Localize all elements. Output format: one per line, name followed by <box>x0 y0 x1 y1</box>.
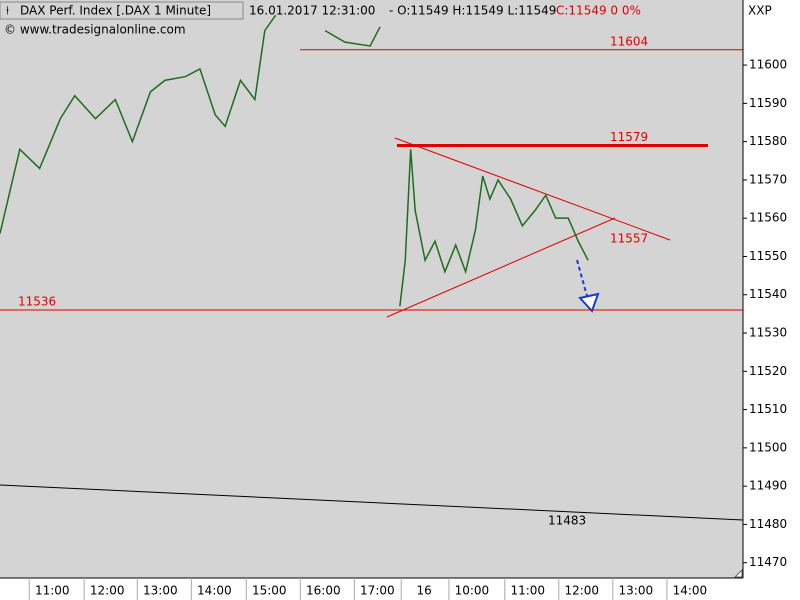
y-tick-label: 11480 <box>749 517 787 531</box>
x-tick-label: 16 <box>417 584 432 598</box>
arrow-shaft <box>576 259 588 297</box>
y-tick-label: 11490 <box>749 479 787 493</box>
trend-line <box>0 484 743 521</box>
level-label: 11536 <box>18 295 56 309</box>
price-line <box>0 14 277 234</box>
y-tick-label: 11470 <box>749 555 787 569</box>
x-tick-label: 13:00 <box>143 584 178 598</box>
x-tick-label: 12:00 <box>564 584 599 598</box>
trendline-label: 11483 <box>548 514 586 528</box>
x-tick-label: 11:00 <box>35 584 70 598</box>
y-tick-label: 11520 <box>749 364 787 378</box>
price-line <box>399 149 589 307</box>
x-tick-label: 14:00 <box>197 584 232 598</box>
level-label: 11579 <box>610 130 648 144</box>
x-tick-label: 16:00 <box>306 584 341 598</box>
x-tick-label: 14:00 <box>673 584 708 598</box>
x-tick-label: 11:00 <box>510 584 545 598</box>
triangle-upper <box>394 137 671 241</box>
y-tick-label: 11550 <box>749 249 787 263</box>
x-tick-label: 12:00 <box>90 584 125 598</box>
cursor-icon: ⍿ <box>6 4 9 18</box>
y-tick-label: 11580 <box>749 134 787 148</box>
price-line <box>324 26 381 47</box>
source: © www.tradesignalonline.com <box>4 23 186 37</box>
x-tick-label: 15:00 <box>252 584 287 598</box>
level-label: 11604 <box>610 34 648 48</box>
y-tick-label: 11560 <box>749 211 787 225</box>
y-tick-label: 11540 <box>749 287 787 301</box>
plot-area <box>0 0 743 578</box>
x-tick-label: 17:00 <box>360 584 395 598</box>
title-box <box>0 1 244 20</box>
quote: - O:11549 H:11549 L:11549 <box>389 4 556 18</box>
resize-corner <box>733 568 743 578</box>
y-tick-label: 11510 <box>749 402 787 416</box>
y-tick-label: 11600 <box>749 58 787 72</box>
y-tick-label: 11500 <box>749 440 787 454</box>
chart-title: DAX Perf. Index [.DAX 1 Minute] <box>20 4 211 18</box>
arrow-head <box>578 292 600 313</box>
plot-layer <box>0 14 743 521</box>
symbol: XXP <box>748 4 772 18</box>
datetime: 16.01.2017 12:31:00 <box>249 4 375 18</box>
y-tick-label: 11530 <box>749 326 787 340</box>
y-tick-label: 11570 <box>749 172 787 186</box>
breakout-label: 11557 <box>610 232 648 246</box>
change: C:11549 0 0% <box>556 4 641 18</box>
x-tick-label: 13:00 <box>619 584 654 598</box>
triangle-lower <box>386 217 616 318</box>
x-tick-label: 10:00 <box>455 584 490 598</box>
y-tick-label: 11590 <box>749 96 787 110</box>
